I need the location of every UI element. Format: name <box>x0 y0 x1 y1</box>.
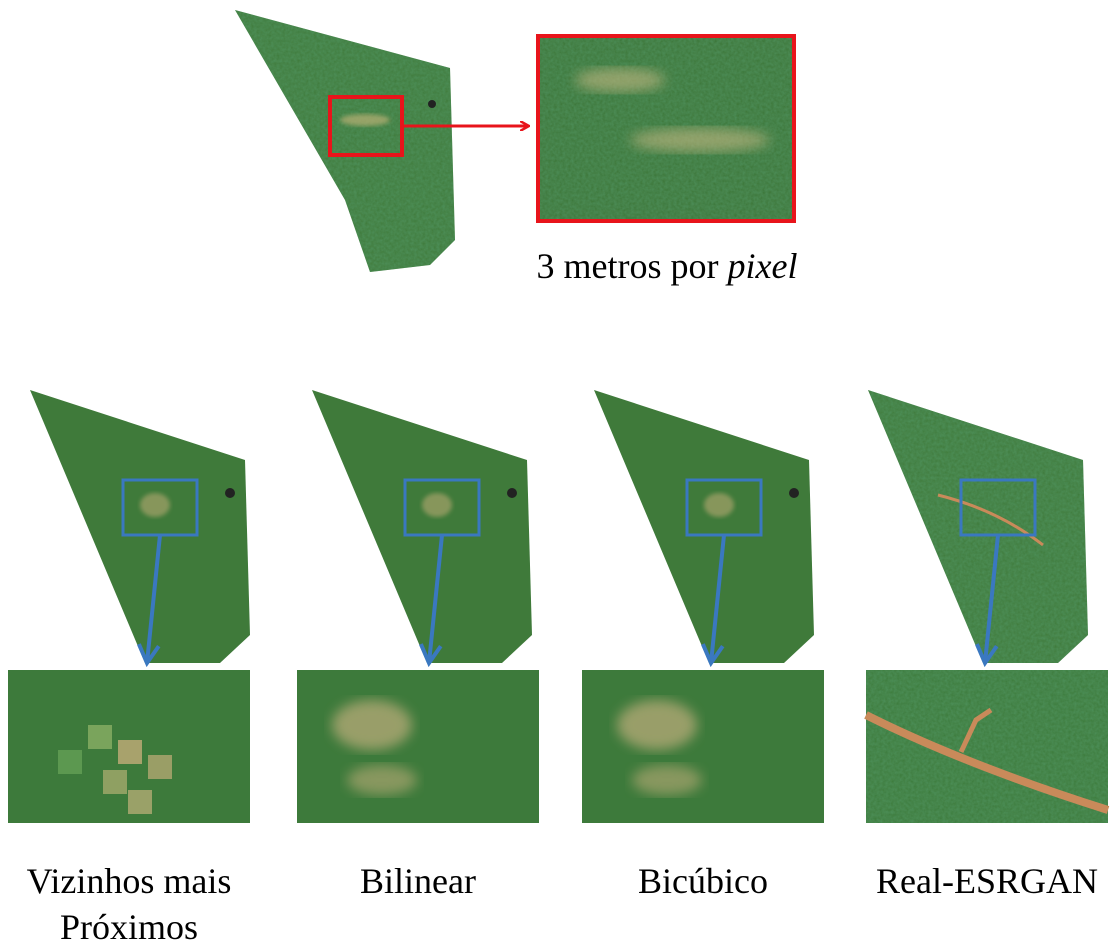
zoom-spot <box>347 765 417 795</box>
field-shape <box>30 390 250 663</box>
panels: Vizinhos mais Próximos Bilinear Bicúbico Rea… <box>8 390 1108 940</box>
zoom-spot <box>332 700 412 750</box>
panel-label: Bicúbico <box>638 861 768 901</box>
figure: 3 metros por pixel Vizinhos mais Próximos… <box>0 0 1116 940</box>
zoom-pixel <box>128 790 152 814</box>
field-spot <box>704 493 734 517</box>
zoom-image <box>538 36 794 221</box>
field-dot <box>428 100 436 108</box>
zoom-spot <box>617 700 697 750</box>
field-spot <box>140 493 170 517</box>
field-spot <box>422 493 452 517</box>
zoom-pixel <box>103 770 127 794</box>
zoom-pixel <box>118 740 142 764</box>
panel-label: Próximos <box>60 907 198 940</box>
field-shape <box>235 10 455 272</box>
field-shape <box>312 390 532 663</box>
zoom-spot <box>630 128 770 152</box>
panel-label: Bilinear <box>360 861 476 901</box>
zoom-pixel <box>148 755 172 779</box>
zoom-spot <box>632 765 702 795</box>
caption-text: 3 metros por <box>537 246 719 286</box>
caption: 3 metros por pixel <box>537 246 798 286</box>
field-spot <box>340 114 390 126</box>
zoom-image <box>297 670 539 823</box>
panel-label: Vizinhos mais <box>27 861 232 901</box>
field-dot <box>507 488 517 498</box>
panel-label: Real-ESRGAN <box>876 861 1098 901</box>
zoom-pixel <box>88 725 112 749</box>
caption-italic: pixel <box>725 246 798 286</box>
top-field: 3 metros por pixel <box>235 10 797 286</box>
field-shape <box>868 390 1088 663</box>
zoom-image <box>582 670 824 823</box>
zoom-pixel <box>58 750 82 774</box>
field-dot <box>225 488 235 498</box>
field-shape <box>594 390 814 663</box>
zoom-spot <box>575 68 665 92</box>
field-dot <box>789 488 799 498</box>
